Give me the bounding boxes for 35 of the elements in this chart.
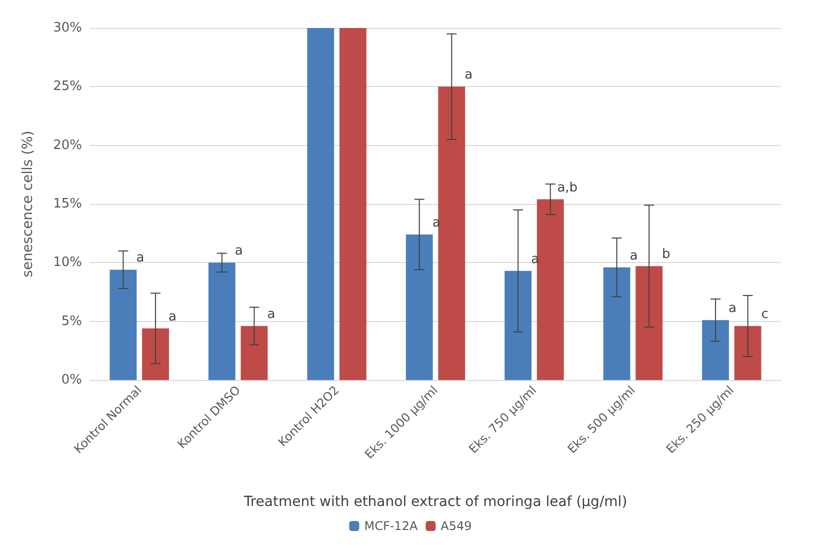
y-tick-label: 30% [53, 20, 82, 36]
y-axis-title: senescence cells (%) [20, 130, 36, 278]
y-tick-label: 20% [53, 138, 82, 153]
bar [406, 234, 433, 380]
data-label: a [464, 68, 473, 83]
y-tick-label: 10% [53, 255, 82, 270]
bar [603, 267, 630, 380]
data-label: a [267, 307, 276, 322]
legend-label: A549 [440, 519, 472, 533]
y-tick-label: 5% [61, 314, 82, 329]
bar [110, 270, 137, 380]
bar [504, 270, 532, 380]
y-tick-label: 0% [61, 372, 82, 388]
data-label: c [761, 307, 768, 322]
bar [208, 262, 236, 380]
y-tick-label: 15% [53, 196, 82, 212]
y-tick-label: 25% [53, 79, 82, 94]
bar [702, 320, 729, 380]
data-label: a [234, 244, 243, 259]
bar [536, 199, 564, 380]
legend-label: MCF-12A [364, 519, 418, 533]
bar [240, 326, 268, 380]
data-label: a,b [557, 180, 578, 196]
data-label: a [630, 248, 638, 264]
bar [307, 28, 334, 380]
bar [636, 266, 663, 380]
x-axis-title: Treatment with ethanol extract of moringa leaf (µg/ml) [242, 494, 628, 510]
data-label: b [662, 247, 670, 262]
bar [734, 326, 762, 380]
data-label: a [728, 301, 736, 316]
data-label: a [168, 309, 176, 324]
bar [438, 86, 466, 380]
data-label: a [136, 250, 144, 266]
bar [339, 28, 366, 380]
bar [142, 328, 169, 380]
